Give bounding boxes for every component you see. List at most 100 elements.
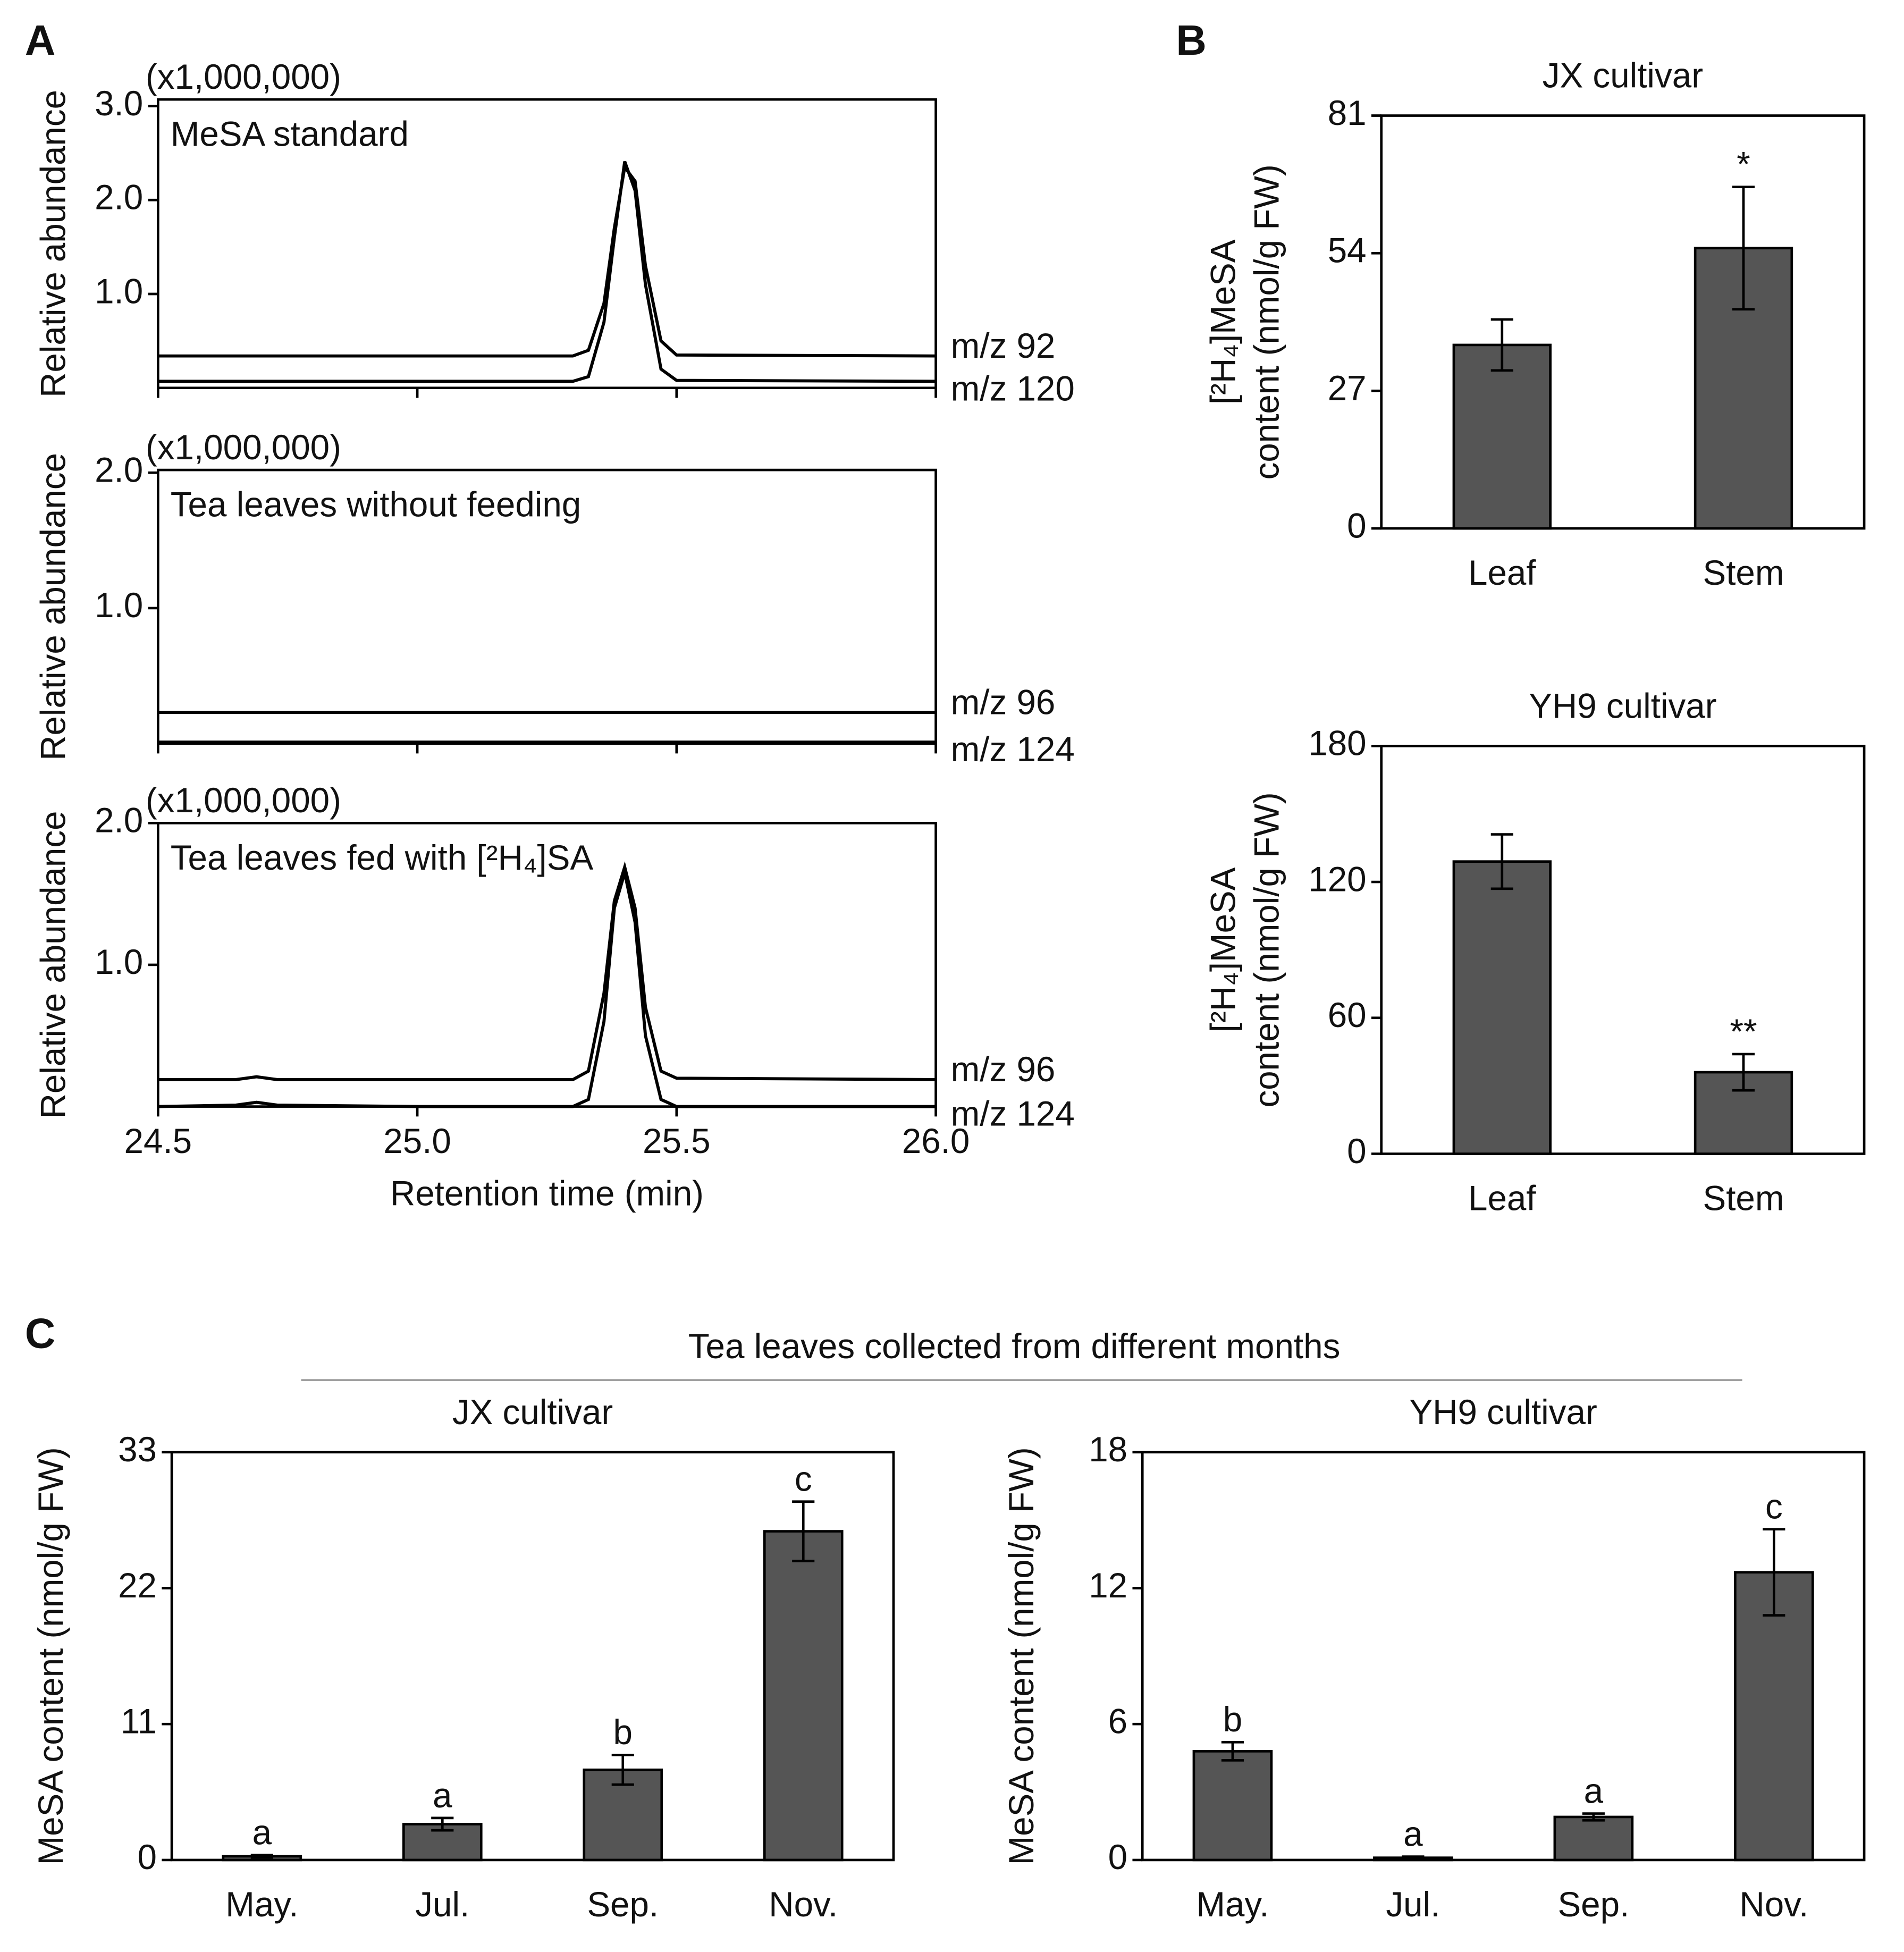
y-tick-label: 0 — [1108, 1838, 1127, 1877]
significance-label: b — [613, 1713, 633, 1752]
y-tick-label: 0 — [1347, 1132, 1366, 1171]
y-tick-label: 54 — [1328, 231, 1367, 270]
y-axis-label: [²H₄]MeSA — [1203, 239, 1242, 405]
significance-label: a — [433, 1776, 452, 1815]
y-axis-label: [²H₄]MeSA — [1203, 867, 1242, 1032]
error-bar — [611, 1753, 634, 1786]
bar — [1452, 860, 1552, 1155]
x-tick-label: Stem — [1703, 553, 1784, 592]
x-tick-label: 25.5 — [643, 1122, 711, 1160]
plot-frame — [1380, 114, 1866, 530]
series-label: m/z 124 — [951, 1095, 1075, 1133]
unit-label: (x1,000,000) — [146, 781, 341, 820]
group-title: Tea leaves collected from different mont… — [688, 1327, 1341, 1366]
unit-label: (x1,000,000) — [146, 428, 341, 467]
panel-annotation: Tea leaves fed with [²H₄]SA — [171, 838, 594, 877]
significance-label: a — [1584, 1771, 1604, 1810]
y-tick-label: 1.0 — [95, 943, 143, 981]
y-tick-label: 11 — [121, 1702, 157, 1741]
y-axis-label: content (nmol/g FW) — [1247, 792, 1286, 1107]
plot-frame — [1380, 744, 1866, 1155]
error-bar — [1490, 833, 1513, 890]
series-label: m/z 96 — [951, 683, 1056, 721]
error-bar — [1582, 1812, 1605, 1822]
x-tick-label: Stem — [1703, 1179, 1784, 1218]
bar — [1192, 1750, 1273, 1862]
chart-title: YH9 cultivar — [1529, 686, 1716, 725]
panel-label: B — [1176, 16, 1206, 64]
x-tick-label: Jul. — [1386, 1885, 1440, 1924]
panel-annotation: Tea leaves without feeding — [171, 485, 582, 524]
bar — [1553, 1815, 1634, 1862]
y-axis-label: Relative abundance — [34, 90, 73, 398]
y-tick-label: 2.0 — [95, 178, 143, 217]
plot-frame — [170, 1451, 895, 1862]
y-tick-label: 81 — [1328, 94, 1367, 132]
x-tick-label: Sep. — [587, 1885, 659, 1924]
y-tick-label: 6 — [1108, 1702, 1127, 1741]
x-tick-label: Leaf — [1468, 1179, 1536, 1218]
x-tick-label: 24.5 — [124, 1122, 192, 1160]
panel-label: C — [25, 1309, 55, 1357]
bar — [1452, 343, 1552, 530]
y-tick-label: 3.0 — [95, 84, 143, 123]
x-tick-label: 26.0 — [902, 1122, 970, 1160]
bar — [1694, 247, 1793, 530]
y-tick-label: 60 — [1328, 996, 1367, 1034]
y-tick-label: 2.0 — [95, 801, 143, 840]
series-label: m/z 124 — [951, 730, 1075, 769]
y-axis-label: MeSA content (nmol/g FW) — [31, 1447, 70, 1865]
y-axis-label: Relative abundance — [34, 811, 73, 1119]
plot-frame — [1141, 1451, 1866, 1862]
significance-label: c — [1765, 1487, 1783, 1526]
series-label: m/z 96 — [951, 1050, 1056, 1089]
significance-label: c — [795, 1460, 812, 1499]
x-tick-label: Nov. — [1739, 1885, 1808, 1924]
y-tick-label: 18 — [1089, 1430, 1127, 1469]
series-label: m/z 120 — [951, 369, 1075, 408]
error-bar — [1490, 318, 1513, 372]
error-bar — [1732, 1053, 1755, 1092]
chart-title: YH9 cultivar — [1409, 1393, 1597, 1432]
series-label: m/z 92 — [951, 326, 1056, 365]
unit-label: (x1,000,000) — [146, 57, 341, 96]
x-tick-label: 25.0 — [383, 1122, 451, 1160]
y-axis-label: MeSA content (nmol/g FW) — [1002, 1447, 1041, 1865]
error-bar — [1763, 1528, 1785, 1617]
x-tick-label: Leaf — [1468, 553, 1536, 592]
error-bar — [1732, 186, 1755, 311]
x-tick-label: May. — [1196, 1885, 1269, 1924]
x-tick-label: Nov. — [769, 1885, 838, 1924]
error-bar — [1221, 1740, 1244, 1762]
significance-label: a — [252, 1813, 272, 1852]
y-tick-label: 120 — [1308, 860, 1366, 898]
panel-annotation: MeSA standard — [171, 115, 409, 154]
bar — [763, 1530, 844, 1862]
y-tick-label: 0 — [1347, 506, 1366, 545]
y-tick-label: 12 — [1089, 1566, 1127, 1605]
y-tick-label: 22 — [118, 1566, 157, 1605]
panel-label: A — [25, 16, 55, 64]
y-tick-label: 1.0 — [95, 272, 143, 310]
y-tick-label: 2.0 — [95, 451, 143, 490]
y-tick-label: 33 — [118, 1430, 157, 1469]
chart-title: JX cultivar — [1543, 56, 1703, 95]
significance-label: b — [1223, 1700, 1242, 1739]
series-line — [158, 861, 936, 1081]
bar — [583, 1768, 663, 1862]
y-axis-label: content (nmol/g FW) — [1247, 164, 1286, 479]
y-axis-label: Relative abundance — [34, 453, 73, 761]
x-tick-label: Jul. — [415, 1885, 469, 1924]
bar — [1734, 1571, 1814, 1862]
x-tick-label: Sep. — [1557, 1885, 1629, 1924]
significance-label: ** — [1730, 1012, 1757, 1051]
error-bar — [431, 1816, 454, 1832]
y-tick-label: 180 — [1308, 724, 1366, 763]
significance-label: a — [1403, 1814, 1423, 1853]
y-tick-label: 0 — [138, 1838, 157, 1877]
chart-title: JX cultivar — [452, 1393, 613, 1432]
error-bar — [1402, 1855, 1425, 1861]
series-line — [158, 163, 936, 358]
series-line — [158, 161, 936, 383]
